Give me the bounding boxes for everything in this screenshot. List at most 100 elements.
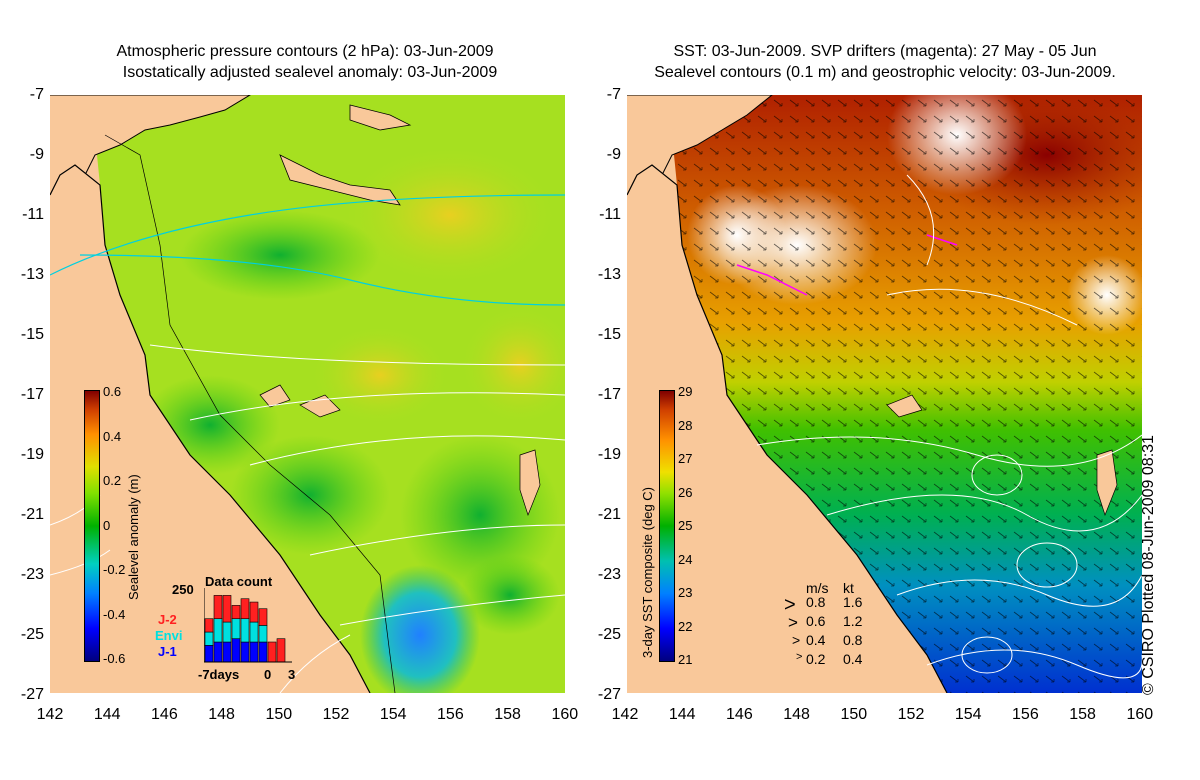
data-count-bar [267,641,277,663]
right-y-tick: -23 [597,566,621,583]
data-count-xlabel-end: 3 [288,667,296,682]
data-count-bar [249,601,259,623]
sst-colorbar-tick: 24 [678,551,693,567]
data-count-bar [222,641,232,663]
data-count-ymax: 250 [172,582,194,597]
data-count-bar [213,595,223,620]
data-count-bar [258,608,268,626]
left-x-tick: 142 [36,706,64,723]
sst-map-svg [627,95,1142,693]
data-count-legend-item: Envi [155,628,183,643]
left-title-line1: Atmospheric pressure contours (2 hPa): 0… [116,43,494,60]
data-count-bar [276,638,286,663]
sst-colorbar-tick: 25 [678,518,693,533]
left-x-tick: 148 [208,706,235,723]
data-count-bar [231,618,241,639]
left-x-tick: 160 [551,706,579,723]
velocity-arrow-icon: > [792,632,801,648]
sealevel-colorbar-tick: 0.4 [103,428,122,444]
sst-colorbar-title: 3-day SST composite (deg C) [640,487,655,658]
right-x-tick: 148 [783,706,810,723]
data-count-bar [204,631,214,646]
left-y-tick: -17 [20,386,44,403]
sst-colorbar-tick: 28 [678,417,693,433]
velocity-kt: 1.6 [843,594,863,610]
velocity-kt: 0.8 [843,632,863,648]
data-count-bar [249,641,259,663]
velocity-arrow-icon: > [788,613,798,632]
velocity-ms: 0.2 [806,651,826,667]
left-y-tick: -13 [20,266,44,283]
sealevel-colorbar [84,390,100,662]
sealevel-colorbar-tick: 0.6 [103,384,122,399]
velocity-ms: 0.6 [806,613,826,629]
data-count-bar [204,618,214,633]
data-count-xlabel-start: -7days [198,667,240,682]
sealevel-colorbar-title: Sealevel anomaly (m) [126,474,141,600]
left-x-tick: 152 [322,706,350,723]
right-y-tick: -9 [606,146,621,163]
data-count-bar [258,625,268,643]
right-y-tick: -19 [597,446,621,463]
data-count-axis [204,588,292,663]
left-y-tick: -15 [20,326,44,343]
right-y-tick: -11 [599,206,621,223]
sst-colorbar-tick: 22 [678,618,693,634]
left-y-tick: -7 [29,86,44,103]
right-x-tick: 150 [840,706,868,723]
left-y-tick: -25 [20,626,44,643]
sst-colorbar-tick: 21 [678,652,693,667]
right-x-tick: 152 [897,706,925,723]
right-y-tick: -25 [597,626,621,643]
left-x-tick: 158 [494,706,521,723]
data-count-bar [240,598,250,620]
velocity-kt: 1.2 [843,613,863,629]
velocity-arrow-icon: > [784,594,796,616]
velocity-kt: 0.4 [843,651,863,667]
data-count-bar [249,621,259,643]
left-x-tick: 144 [93,706,121,723]
left-y-tick: -9 [29,146,44,163]
velocity-ms: 0.4 [806,632,826,648]
data-count-bars [204,588,292,663]
data-count-legend-item: J-2 [158,612,177,627]
sealevel-anomaly-map [50,95,565,693]
right-x-tick: 160 [1126,706,1154,723]
data-count-bar [204,645,214,663]
right-y-tick: -17 [597,386,621,403]
left-x-tick: 146 [151,706,178,723]
right-title-line2: Sealevel contours (0.1 m) and geostrophi… [654,64,1116,81]
data-count-bar [231,605,241,620]
sealevel-colorbar-tick: 0 [103,517,111,533]
sst-colorbar-tick: 29 [678,384,693,399]
left-y-tick: -21 [20,506,44,523]
sst-map [627,95,1142,693]
right-y-tick: -15 [597,326,621,343]
velocity-arrow-icon: > [796,651,803,663]
right-x-tick: 146 [726,706,753,723]
right-y-tick: -13 [597,266,621,283]
data-count-bar [222,595,232,623]
sealevel-colorbar-tick: -0.6 [103,651,126,666]
data-count-legend-item: J-1 [158,644,177,659]
sst-colorbar-tick: 26 [678,484,693,500]
left-y-tick: -11 [22,206,44,223]
right-y-tick: -7 [606,86,621,103]
velocity-legend-header-ms: m/s [806,580,829,596]
left-y-tick: -23 [20,566,44,583]
credit-text: © CSIRO Plotted 08-Jun-2009 08:31 [1140,435,1157,695]
sealevel-colorbar-tick: -0.2 [103,562,126,577]
sst-colorbar-tick: 27 [678,451,693,466]
left-title-line2: Isostatically adjusted sealevel anomaly:… [122,64,498,81]
data-count-xlabel-zero: 0 [264,667,272,682]
sealevel-map-svg [50,95,565,693]
sst-colorbar-tick: 23 [678,585,693,600]
velocity-legend-header-kt: kt [843,580,854,596]
right-x-tick: 144 [668,706,696,723]
right-title-line1: SST: 03-Jun-2009. SVP drifters (magenta)… [673,43,1097,60]
left-x-tick: 156 [437,706,464,723]
data-count-title: Data count [205,574,273,589]
data-count-bar [213,618,223,643]
data-count-bar [213,641,223,663]
data-count-bar [231,638,241,663]
